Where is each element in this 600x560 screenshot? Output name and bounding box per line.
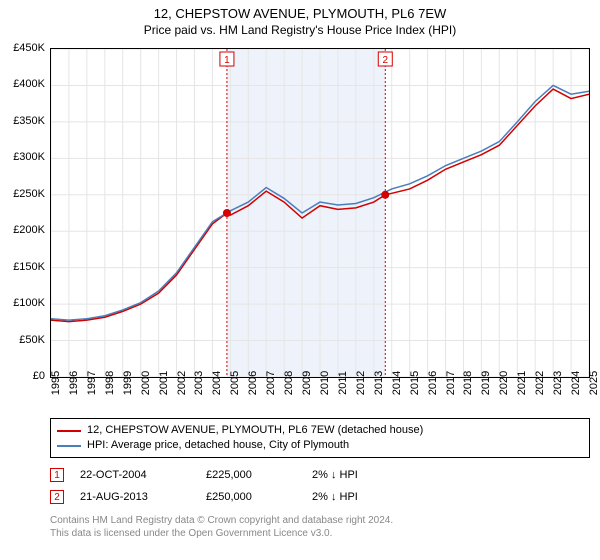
x-axis-label: 1998 bbox=[104, 371, 116, 395]
x-axis-label: 2012 bbox=[355, 371, 367, 395]
sale-marker-icon: 1 bbox=[50, 468, 64, 482]
y-axis-label: £350K bbox=[13, 115, 45, 127]
sale-row: 1 22-OCT-2004 £225,000 2% ↓ HPI bbox=[50, 464, 590, 486]
x-axis-label: 2011 bbox=[337, 371, 349, 395]
y-axis-label: £250K bbox=[13, 188, 45, 200]
sale-date: 22-OCT-2004 bbox=[80, 469, 190, 481]
x-axis-label: 2013 bbox=[373, 371, 385, 395]
y-axis-label: £0 bbox=[33, 370, 45, 382]
x-axis-label: 2014 bbox=[391, 371, 403, 395]
x-axis-label: 2022 bbox=[534, 371, 546, 395]
sale-marker-icon: 2 bbox=[50, 490, 64, 504]
legend-swatch bbox=[57, 445, 81, 447]
sale-price: £250,000 bbox=[206, 491, 296, 503]
x-axis-label: 2007 bbox=[265, 371, 277, 395]
x-axis-label: 2009 bbox=[301, 371, 313, 395]
x-axis-label: 2015 bbox=[409, 371, 421, 395]
x-axis-label: 2023 bbox=[552, 371, 564, 395]
svg-text:2: 2 bbox=[382, 55, 388, 66]
chart-container: 12, CHEPSTOW AVENUE, PLYMOUTH, PL6 7EW P… bbox=[0, 0, 600, 560]
x-axis-label: 2016 bbox=[427, 371, 439, 395]
x-axis-label: 1996 bbox=[68, 371, 80, 395]
x-axis-label: 2002 bbox=[176, 371, 188, 395]
x-axis-label: 2018 bbox=[462, 371, 474, 395]
x-axis-label: 2010 bbox=[319, 371, 331, 395]
sale-marker-label: 2 bbox=[54, 492, 60, 503]
y-axis-label: £150K bbox=[13, 261, 45, 273]
x-axis-label: 2004 bbox=[211, 371, 223, 395]
x-axis-label: 2000 bbox=[140, 371, 152, 395]
y-axis-label: £100K bbox=[13, 297, 45, 309]
y-axis-label: £50K bbox=[19, 334, 45, 346]
sale-hpi-note: 2% ↓ HPI bbox=[312, 469, 590, 481]
sale-date: 21-AUG-2013 bbox=[80, 491, 190, 503]
sales-table: 1 22-OCT-2004 £225,000 2% ↓ HPI 2 21-AUG… bbox=[50, 464, 590, 508]
footnote-line: Contains HM Land Registry data © Crown c… bbox=[50, 514, 393, 527]
x-axis-label: 2020 bbox=[498, 371, 510, 395]
legend-item: HPI: Average price, detached house, City… bbox=[57, 438, 583, 453]
sale-price: £225,000 bbox=[206, 469, 296, 481]
y-axis-label: £400K bbox=[13, 78, 45, 90]
footnote-line: This data is licensed under the Open Gov… bbox=[50, 527, 393, 540]
y-axis-label: £200K bbox=[13, 224, 45, 236]
sale-hpi-note: 2% ↓ HPI bbox=[312, 491, 590, 503]
svg-text:1: 1 bbox=[224, 55, 230, 66]
x-axis-label: 1997 bbox=[86, 371, 98, 395]
legend-item: 12, CHEPSTOW AVENUE, PLYMOUTH, PL6 7EW (… bbox=[57, 423, 583, 438]
x-axis-label: 2006 bbox=[247, 371, 259, 395]
x-axis-label: 2005 bbox=[229, 371, 241, 395]
chart-title: 12, CHEPSTOW AVENUE, PLYMOUTH, PL6 7EW bbox=[0, 0, 600, 21]
footnote: Contains HM Land Registry data © Crown c… bbox=[50, 514, 393, 540]
legend-label: 12, CHEPSTOW AVENUE, PLYMOUTH, PL6 7EW (… bbox=[87, 423, 423, 438]
y-axis-label: £300K bbox=[13, 151, 45, 163]
chart-subtitle: Price paid vs. HM Land Registry's House … bbox=[0, 21, 600, 37]
legend-swatch bbox=[57, 430, 81, 432]
chart-area: 12 £0£50K£100K£150K£200K£250K£300K£350K£… bbox=[50, 48, 590, 378]
legend: 12, CHEPSTOW AVENUE, PLYMOUTH, PL6 7EW (… bbox=[50, 418, 590, 458]
x-axis-label: 1999 bbox=[122, 371, 134, 395]
plot-area: 12 bbox=[50, 48, 590, 378]
legend-label: HPI: Average price, detached house, City… bbox=[87, 438, 349, 453]
x-axis-label: 2025 bbox=[588, 371, 600, 395]
x-axis-label: 2017 bbox=[445, 371, 457, 395]
x-axis-label: 2019 bbox=[480, 371, 492, 395]
x-axis-label: 2021 bbox=[516, 371, 528, 395]
plot-svg: 12 bbox=[51, 49, 589, 377]
x-axis-label: 1995 bbox=[50, 371, 62, 395]
sale-marker-label: 1 bbox=[54, 470, 60, 481]
sale-row: 2 21-AUG-2013 £250,000 2% ↓ HPI bbox=[50, 486, 590, 508]
x-axis-label: 2008 bbox=[283, 371, 295, 395]
x-axis-label: 2001 bbox=[158, 371, 170, 395]
x-axis-label: 2024 bbox=[570, 371, 582, 395]
x-axis-label: 2003 bbox=[193, 371, 205, 395]
y-axis-label: £450K bbox=[13, 42, 45, 54]
